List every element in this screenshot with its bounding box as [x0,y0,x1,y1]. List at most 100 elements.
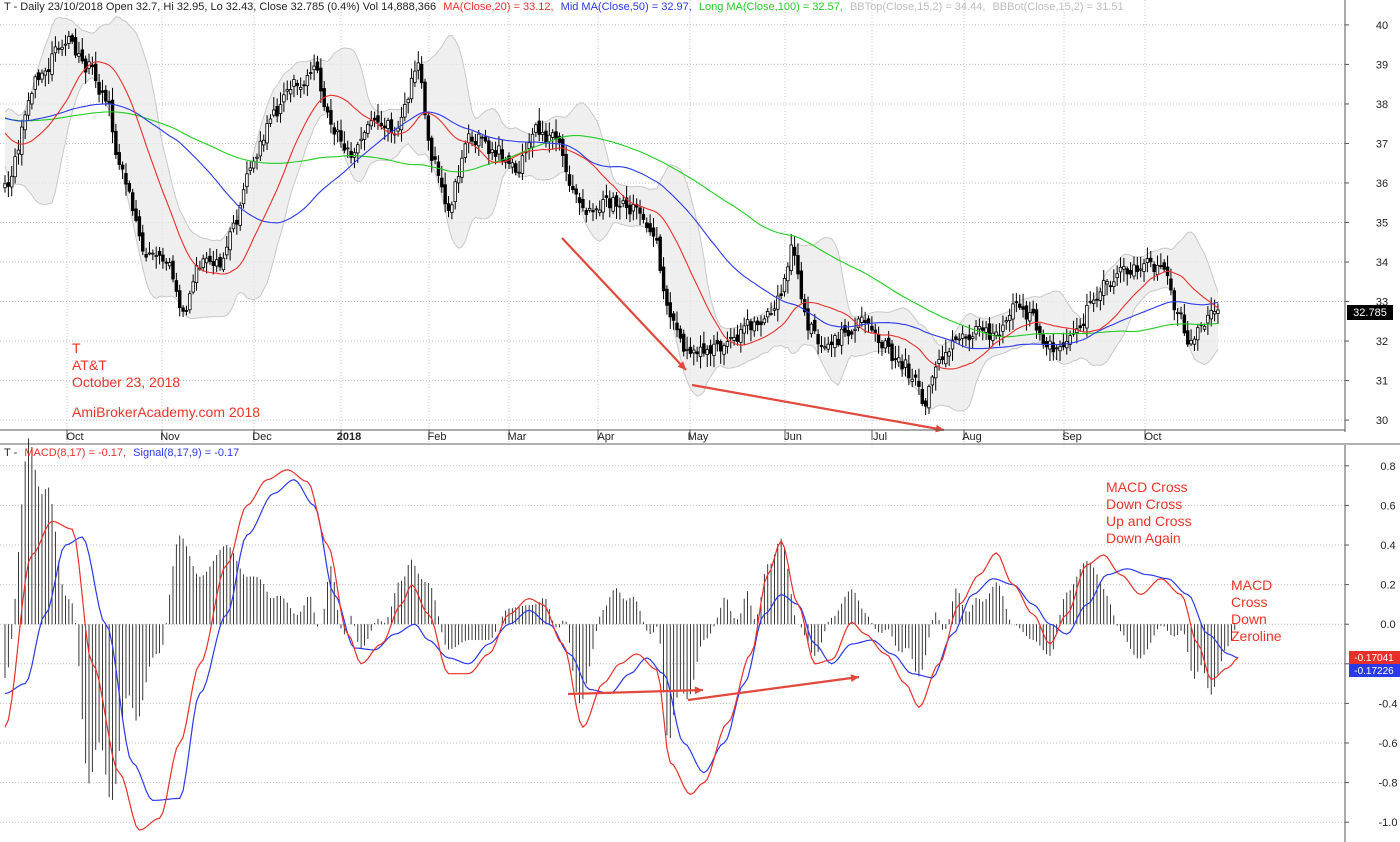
price-gridlines [0,0,1345,842]
legend-ma50: Mid MA(Close,50) = 32.97, [561,1,692,13]
candle-body [379,122,384,127]
candle-body [601,199,605,213]
candle-body [517,171,521,174]
month-label: Jun [784,431,802,443]
candle-body [621,200,625,205]
candle-body [446,203,451,212]
candle-body [456,176,461,184]
candle-body [1054,347,1059,350]
candle-body [241,189,246,205]
candle-body [829,341,834,346]
macd-value-badge: -0.17041 [1349,651,1400,664]
candle-body [1189,339,1193,345]
macd-axis-label: 0.6 [1380,500,1395,512]
candle-body [450,204,454,213]
candle-body [325,106,330,113]
candle-body [1162,262,1166,270]
candle-body [151,252,155,255]
candle-body [1078,325,1082,329]
candle-body [682,333,686,352]
divergence-arrow [561,237,687,371]
candle-body [567,174,572,186]
candle-body [332,127,336,135]
candle-body [675,322,679,331]
candle-body [934,366,938,379]
candle-body [813,319,817,332]
candle-body [231,222,236,230]
candle-body [295,82,300,87]
candle-body [124,173,128,185]
stock-annotation: T AT&T October 23, 2018 AmiBrokerAcademy… [72,340,260,420]
candlestick-series [3,28,1220,416]
candle-body [188,293,192,311]
candle-body [36,72,41,81]
candle-body [806,308,810,331]
candle-body [638,207,642,214]
candle-body [90,64,95,68]
candle-body [692,349,696,354]
candle-body [359,138,363,142]
last-price-label: 32.785 [1353,307,1387,319]
candle-body [752,321,756,332]
candle-body [1159,265,1163,267]
annotation-symbol: T [72,340,81,356]
candle-body [766,311,770,318]
candle-body [826,343,830,350]
candle-body [500,149,504,162]
price-axis-label: 37 [1376,138,1388,150]
candle-body [114,130,118,155]
candle-body [1179,312,1183,315]
candle-body [883,340,888,349]
candle-body [685,348,689,351]
candle-body [389,119,394,133]
zeroline-annotation: MACD Cross Down Zeroline [1231,577,1282,644]
candle-body [477,133,481,147]
candle-body [1024,305,1029,320]
candle-body [487,140,491,155]
candle-body [994,331,998,336]
candle-body [251,160,256,169]
macd-plot-area[interactable] [0,445,1345,842]
candle-body [382,125,387,129]
candle-body [823,346,827,349]
annotation-zeroline-line1: MACD [1231,577,1272,593]
candle-body [1095,298,1099,301]
candle-body [26,100,31,116]
candle-body [927,386,931,409]
candle-body [137,216,142,237]
candle-body [1061,342,1066,348]
month-axis: Oct Nov Dec 2018 Feb Mar Apr May Jun Jul Aug Sep Oct [66,430,1162,443]
candle-body [678,328,683,339]
price-axis-label: 35 [1376,218,1388,230]
candle-body [362,131,367,140]
candle-body [594,208,599,211]
candle-body [913,374,918,378]
candle-body [587,207,592,211]
price-pane[interactable] [0,0,1345,842]
macd-cross-annotation: MACD Cross Down Cross Up and Cross Down … [1106,479,1192,546]
candle-body [178,290,182,308]
candle-body [853,328,857,331]
candle-body [1125,268,1129,275]
candle-body [729,336,733,339]
legend-ma20: MA(Close,20) = 33.12, [443,1,553,13]
candle-body [604,195,609,198]
candle-body [1196,327,1200,341]
month-label: Nov [160,431,180,443]
candle-body [564,153,568,173]
macd-pane[interactable] [0,438,1345,842]
candle-body [117,152,121,165]
candle-body [100,90,105,93]
candle-body [537,120,541,135]
candle-body [339,130,343,142]
candle-body [440,177,444,188]
candle-body [1209,310,1213,320]
candle-body [1152,264,1156,272]
month-label: Oct [1144,431,1161,443]
candle-body [866,318,871,324]
candle-body [608,198,612,209]
candle-body [940,356,945,361]
candle-body [396,127,400,132]
month-label: Dec [252,431,272,443]
